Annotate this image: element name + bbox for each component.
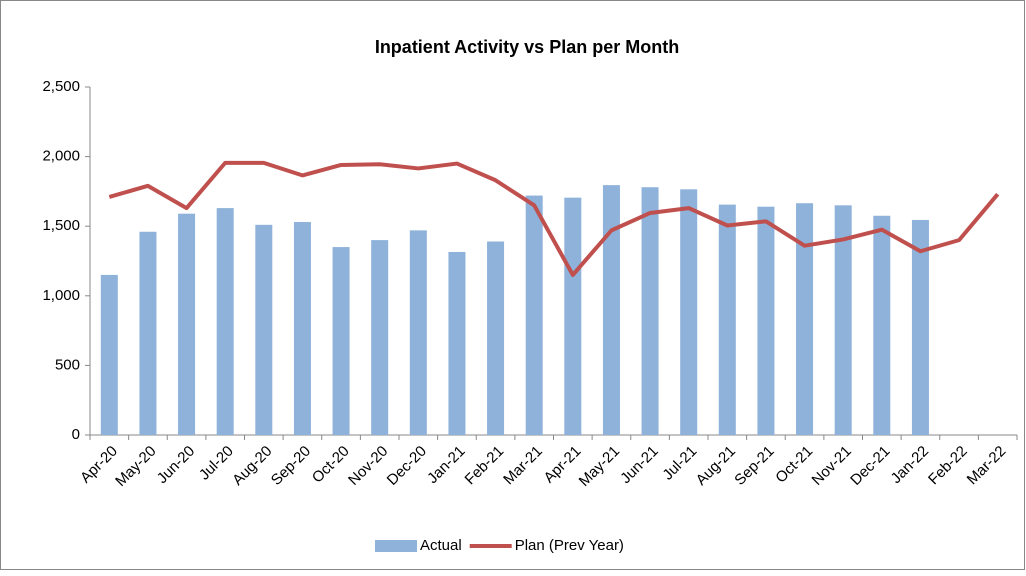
line [108,160,1000,277]
y-tick-label: 2,000 [42,148,80,165]
bar [602,185,620,435]
bar [796,203,814,435]
bar [409,230,427,435]
bar [178,213,196,435]
bar [255,224,273,435]
legend-label: Actual [420,537,462,554]
y-tick-label: 1,500 [42,217,80,234]
y-tick-label: 1,000 [42,287,80,304]
bar [718,204,736,435]
bar [100,274,118,435]
bar [873,215,891,435]
bar [911,219,929,435]
bar [757,206,775,435]
bar [448,251,466,435]
bar [487,241,505,435]
bar [525,195,543,435]
bar [332,247,350,435]
legend-label: Plan (Prev Year) [515,537,624,554]
bar [641,187,659,435]
y-tick-label: 0 [72,426,80,443]
legend-swatch [375,540,417,552]
bar [216,208,234,435]
bar [680,189,698,435]
chart-title: Inpatient Activity vs Plan per Month [375,37,679,57]
bar [293,222,311,435]
y-tick-label: 2,500 [42,78,80,95]
bar [371,240,389,435]
bar [139,231,157,435]
bar [834,205,852,435]
bar [564,197,582,435]
y-tick-label: 500 [55,356,80,373]
